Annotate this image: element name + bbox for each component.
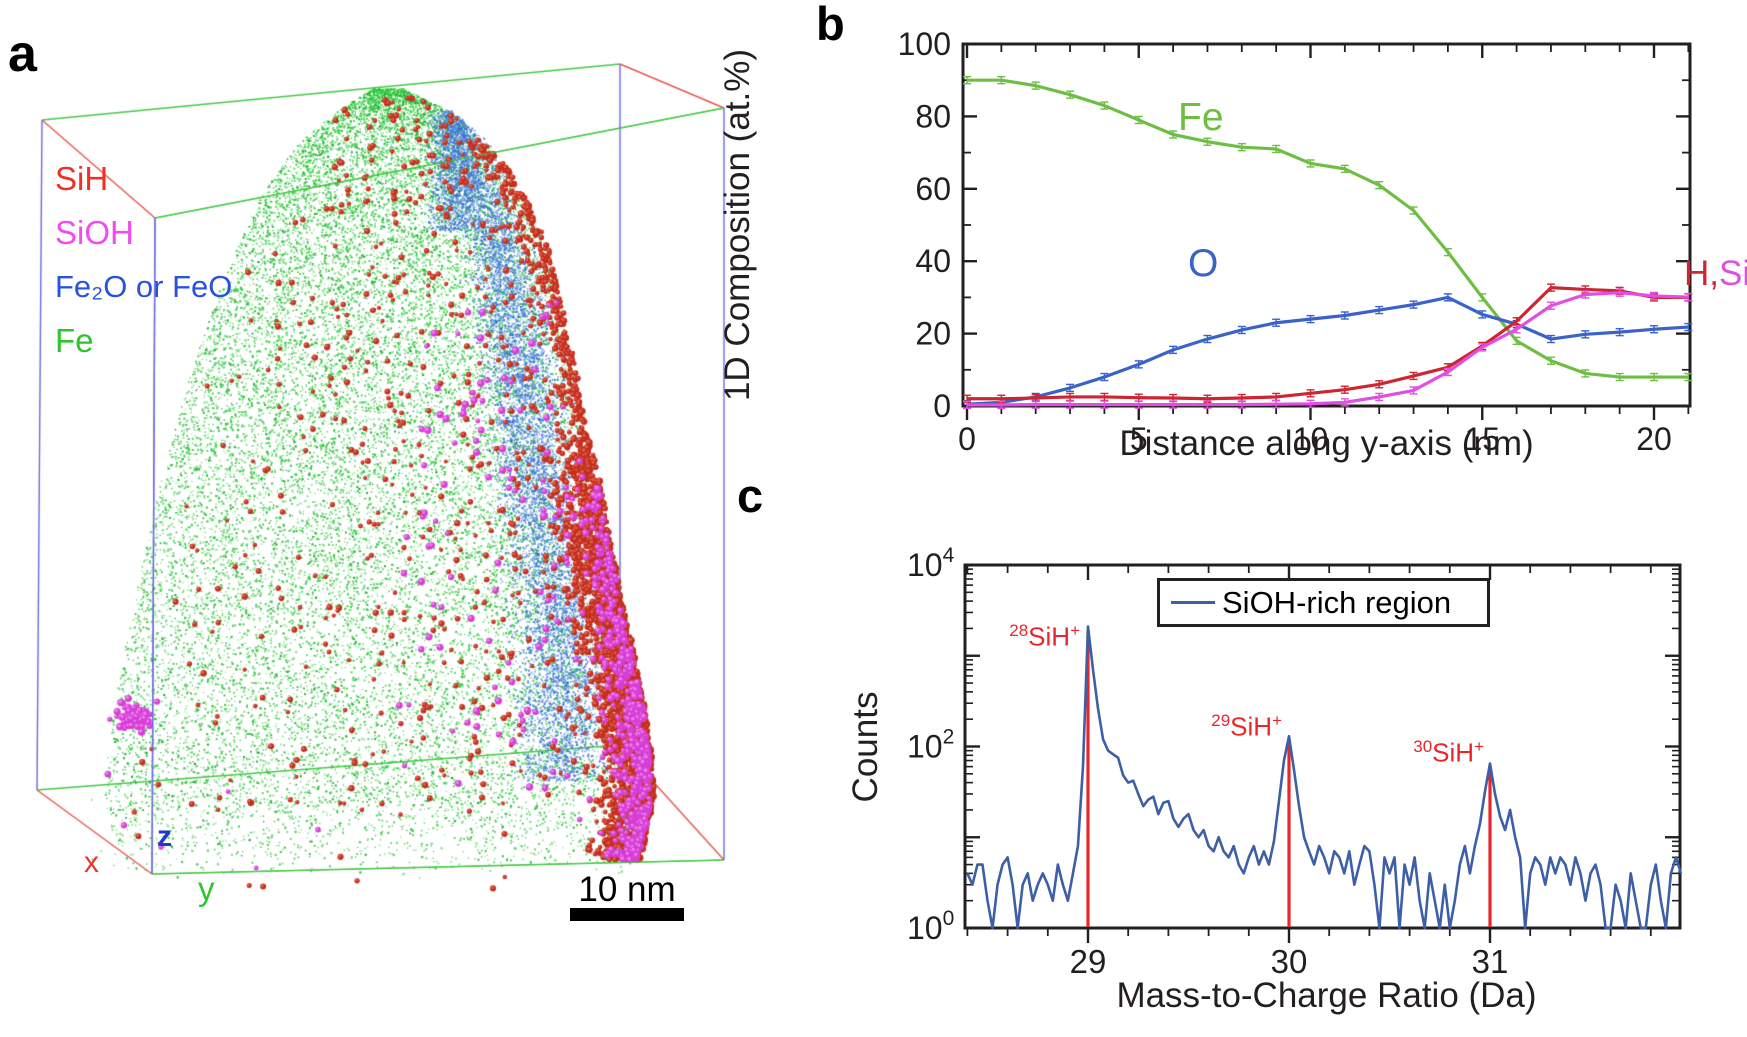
svg-text:15: 15 — [1464, 421, 1500, 457]
axis-letter-y: y — [198, 870, 215, 907]
composition-plot: 0 5 10 15 20 0 20 40 60 80 100 — [898, 26, 1693, 457]
svg-text:102: 102 — [907, 726, 954, 765]
curve-label-fe: Fe — [1178, 96, 1224, 139]
legend-item-sih: SiH — [55, 160, 109, 197]
apt-reconstruction-canvas — [0, 0, 760, 1037]
series-h — [963, 288, 1693, 410]
curve-label-h-si: H,Si — [1684, 254, 1747, 294]
svg-text:30: 30 — [1271, 943, 1308, 980]
svg-text:100: 100 — [898, 26, 951, 62]
svg-text:20: 20 — [1636, 421, 1672, 457]
svg-text:29: 29 — [1070, 943, 1107, 980]
legend-item-fe: Fe — [55, 322, 94, 359]
svg-text:40: 40 — [915, 243, 951, 279]
composition-x-axis-title: Distance along y-axis (nm) — [1119, 424, 1534, 463]
legend-line-sample — [1171, 601, 1215, 604]
svg-text:100: 100 — [907, 907, 954, 946]
panel-a-letter: a — [8, 25, 37, 83]
svg-text:0: 0 — [958, 421, 976, 457]
composition-y-axis-title: 1D Composition (at.%) — [718, 48, 757, 402]
peak-label-29sih: 29SiH+ — [1211, 711, 1282, 742]
axis-letter-x: x — [84, 846, 99, 879]
svg-text:31: 31 — [1472, 943, 1509, 980]
panel-b-letter: b — [816, 0, 845, 50]
legend-item-fe2o-feo: Fe₂O or FeO — [55, 269, 233, 304]
svg-text:20: 20 — [915, 316, 951, 352]
scale-bar — [570, 908, 684, 921]
curve-label-si: Si — [1719, 254, 1747, 293]
spectrum-line — [966, 625, 1683, 930]
mass-spectrum-plot: 29 30 31 100 102 104 — [907, 544, 1683, 980]
svg-text:5: 5 — [1130, 421, 1148, 457]
curve-label-h: H, — [1684, 254, 1719, 293]
legend-label: SiOH-rich region — [1222, 584, 1452, 620]
counts-y-axis-title: Counts — [846, 691, 885, 803]
svg-text:0: 0 — [933, 388, 951, 424]
legend-item-sioh: SiOH — [55, 214, 134, 251]
svg-text:80: 80 — [915, 98, 951, 134]
scale-bar-label: 10 nm — [578, 870, 676, 909]
mass-to-charge-x-axis-title: Mass-to-Charge Ratio (Da) — [1116, 976, 1537, 1015]
panel-c-letter: c — [737, 469, 764, 522]
svg-text:104: 104 — [907, 544, 955, 583]
peak-label-30sih: 30SiH+ — [1413, 737, 1484, 768]
spectrum-legend: SiOH-rich region — [1157, 578, 1490, 627]
curve-label-o: O — [1188, 242, 1219, 285]
svg-text:60: 60 — [915, 171, 951, 207]
axis-letter-z: z — [157, 820, 172, 853]
svg-text:10: 10 — [1293, 421, 1329, 457]
peak-label-28sih: 28SiH+ — [1009, 621, 1080, 652]
series-fe — [963, 75, 1693, 382]
